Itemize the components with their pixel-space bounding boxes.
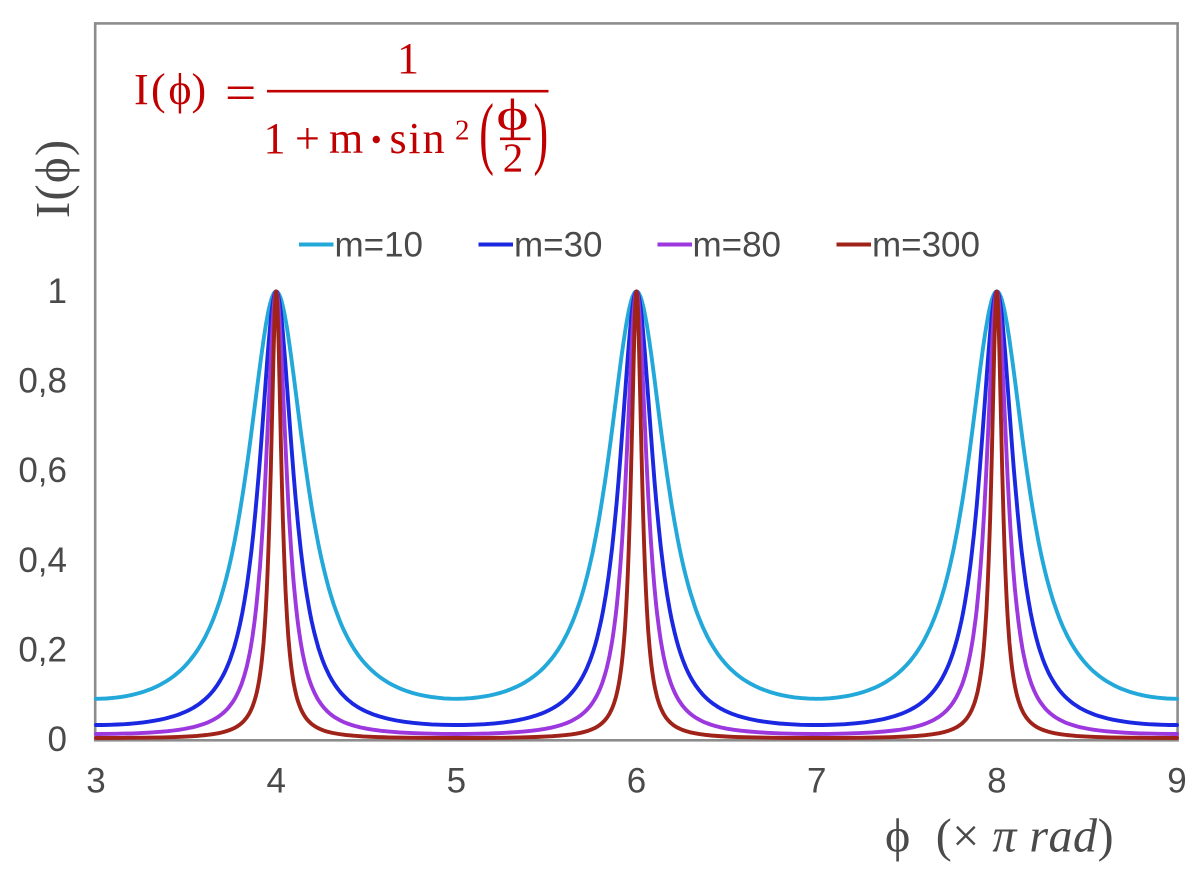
svg-text:I(ϕ): I(ϕ)	[25, 139, 80, 219]
svg-text:+: +	[295, 114, 320, 163]
svg-text:(: (	[151, 65, 166, 114]
svg-text:(: (	[479, 88, 494, 177]
svg-text:0,4: 0,4	[18, 541, 67, 580]
svg-text:m=300: m=300	[872, 226, 980, 265]
svg-text:0,2: 0,2	[18, 630, 67, 669]
svg-text:1: 1	[397, 34, 419, 83]
svg-text:m: m	[329, 114, 363, 163]
svg-text:ϕ (× π rad): ϕ (× π rad)	[885, 810, 1114, 863]
svg-text:1: 1	[48, 272, 67, 311]
svg-text:sin: sin	[390, 114, 447, 163]
svg-text:6: 6	[627, 762, 646, 801]
svg-text:2: 2	[455, 115, 470, 147]
svg-text:3: 3	[86, 762, 105, 801]
svg-text:0,6: 0,6	[18, 451, 67, 490]
svg-text:): )	[534, 88, 549, 177]
svg-text:0,8: 0,8	[18, 362, 67, 401]
svg-text:7: 7	[807, 762, 826, 801]
svg-text:=: =	[225, 66, 256, 121]
svg-text:): )	[192, 65, 207, 114]
svg-text:m=10: m=10	[335, 226, 424, 265]
svg-text:m=80: m=80	[693, 226, 782, 265]
svg-text:ϕ: ϕ	[168, 65, 191, 114]
svg-text:8: 8	[987, 762, 1006, 801]
svg-text:ϕ: ϕ	[496, 90, 528, 139]
svg-text:m=30: m=30	[514, 226, 603, 265]
svg-text:4: 4	[266, 762, 285, 801]
svg-text:1: 1	[264, 114, 286, 163]
svg-text:9: 9	[1167, 762, 1186, 801]
svg-text:0: 0	[48, 720, 67, 759]
svg-text:I: I	[134, 65, 149, 114]
svg-text:2: 2	[503, 135, 524, 181]
svg-text:5: 5	[447, 762, 466, 801]
